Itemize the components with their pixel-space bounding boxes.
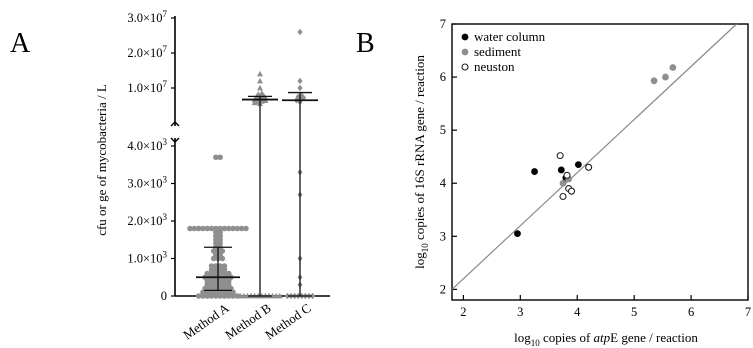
data-point	[557, 166, 565, 174]
y-tick-label: 2	[440, 282, 446, 296]
data-point	[221, 225, 228, 232]
panel-a-letter: A	[10, 28, 31, 59]
x-tick-label: 5	[631, 305, 637, 319]
data-point	[204, 225, 211, 232]
legend-label: neuston	[474, 59, 515, 74]
data-point	[191, 225, 198, 232]
y-tick-label-lower: 0	[161, 289, 167, 303]
y-axis-label: cfu or ge of mycobacteria / L	[94, 84, 109, 236]
panel-b-letter: B	[356, 28, 375, 59]
panel-b: B 2 3 4 5 6 7 2 3 4 5 6 7 water columnsedimentneuston…	[356, 17, 751, 348]
data-point	[230, 225, 236, 232]
y-tick-label-lower: 4.0×103	[127, 137, 167, 153]
data-point	[585, 163, 593, 171]
data-point	[574, 161, 582, 169]
data-point	[559, 192, 567, 201]
data-point	[297, 28, 303, 36]
data-point	[257, 84, 263, 91]
plot-frame	[451, 23, 749, 301]
y-tick-label-upper: 2.0×107	[127, 44, 167, 60]
data-point	[238, 225, 245, 232]
fit-line	[451, 23, 738, 290]
data-point	[221, 263, 228, 269]
x-tick-label: Method A	[180, 300, 232, 343]
data-point	[297, 84, 303, 92]
y-tick-label: 7	[440, 17, 446, 31]
data-point	[276, 292, 283, 299]
data-point	[567, 187, 576, 195]
y-tick-label-upper: 1.0×107	[127, 79, 167, 95]
data-point	[208, 225, 215, 232]
x-tick-label: 7	[745, 305, 751, 319]
panel-a: A 1.0×107 2.0×107 3.0×107 0 1.0×103 2.0×103 3.0…	[10, 9, 330, 342]
x-axis-label: log10 copies of atpE gene / reaction	[514, 330, 698, 348]
data-point	[225, 270, 232, 277]
data-point	[257, 70, 263, 77]
y-tick-label-upper: 3.0×107	[127, 9, 167, 25]
data-point	[531, 168, 538, 175]
data-point	[204, 270, 211, 277]
x-tick-label: 3	[517, 305, 523, 319]
data-point	[187, 225, 193, 232]
y-tick-label: 6	[440, 70, 446, 84]
data-point	[217, 225, 223, 232]
data-point	[310, 292, 316, 300]
x-tick-label: Method C	[262, 300, 314, 342]
legend-marker	[461, 33, 469, 41]
legend-label: water column	[474, 29, 546, 44]
data-point	[650, 77, 658, 85]
data-point	[195, 293, 202, 299]
data-point	[225, 225, 232, 232]
data-point	[208, 263, 215, 269]
data-point	[301, 94, 307, 101]
data-point	[200, 225, 206, 232]
data-point	[556, 152, 564, 160]
data-point	[563, 171, 571, 179]
y-tick-label-lower: 2.0×103	[127, 212, 167, 228]
data-point	[213, 225, 219, 232]
data-point	[559, 179, 567, 187]
axis-break-lower	[170, 137, 180, 143]
data-point	[213, 154, 219, 161]
data-point	[195, 225, 202, 232]
data-point	[234, 225, 241, 232]
y-tick-label: 4	[440, 176, 447, 190]
y-tick-label: 5	[440, 123, 446, 137]
y-tick-label: 3	[440, 229, 446, 243]
x-tick-label: 2	[460, 305, 466, 319]
legend-label: sediment	[474, 44, 521, 59]
x-tick-label: 6	[688, 305, 694, 319]
data-point	[217, 154, 223, 161]
data-point	[669, 64, 677, 71]
data-point	[213, 263, 219, 269]
legend-marker	[461, 63, 469, 71]
data-point	[257, 77, 263, 84]
y-tick-label-lower: 1.0×103	[127, 250, 167, 266]
axis-break-upper	[170, 121, 180, 127]
y-axis-label: log10 copies of 16S rRNA gene / reaction	[412, 55, 430, 269]
legend-marker	[461, 48, 469, 56]
y-tick-label-lower: 3.0×103	[127, 175, 167, 191]
data-point	[297, 77, 303, 85]
data-point	[662, 73, 669, 81]
x-tick-label: 4	[574, 305, 581, 319]
data-point	[284, 292, 290, 300]
data-point	[258, 90, 265, 96]
data-point	[217, 263, 223, 269]
data-point	[243, 225, 249, 232]
data-point	[514, 230, 521, 238]
